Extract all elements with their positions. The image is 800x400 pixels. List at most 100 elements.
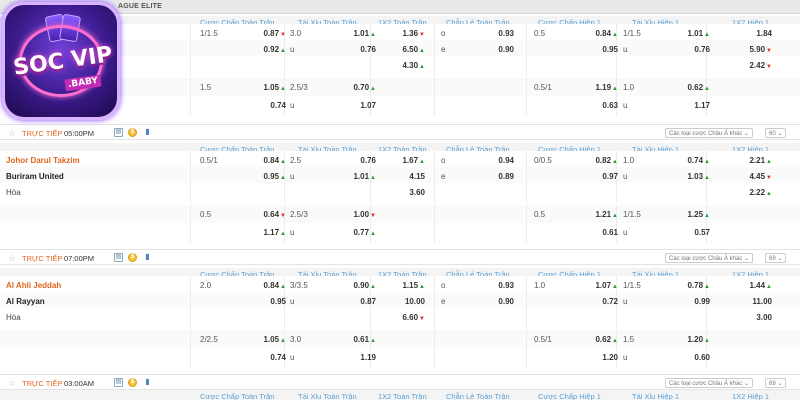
odds-value[interactable]: 0.87▼	[252, 29, 286, 38]
odds-value[interactable]: 0.57	[676, 228, 710, 237]
odds-value[interactable]: 6.50▲	[391, 45, 425, 54]
odds-value[interactable]: 1.07	[342, 101, 376, 110]
bar-chart-icon[interactable]: ▮	[145, 377, 150, 386]
odds-value[interactable]: 0.99	[676, 297, 710, 306]
odds-value[interactable]: 1.07▲	[584, 281, 618, 290]
favorite-star-icon[interactable]: ☆	[8, 378, 17, 388]
market-count-select[interactable]: 60 ⌄	[765, 128, 787, 138]
odds-value[interactable]: 0.61▲	[342, 335, 376, 344]
odds-value[interactable]: 0.87	[342, 297, 376, 306]
odds-value[interactable]: 0.90	[480, 45, 514, 54]
home-team[interactable]: Al Ahli Jeddah	[6, 281, 62, 290]
odds-value[interactable]: 0.60	[676, 353, 710, 362]
odds-number: 4.15	[409, 172, 425, 181]
odds-value[interactable]: 0.93	[480, 29, 514, 38]
odds-value[interactable]: 10.00	[391, 297, 425, 306]
odds-value[interactable]: 0.94	[480, 156, 514, 165]
odds-value[interactable]: 0.62▲	[676, 83, 710, 92]
odds-value[interactable]: 0.76	[342, 45, 376, 54]
odds-value[interactable]: 0.90▲	[342, 281, 376, 290]
odds-value[interactable]: 3.60	[391, 188, 425, 197]
odds-value[interactable]: 1.01▲	[342, 172, 376, 181]
odds-value[interactable]: 1.20	[584, 353, 618, 362]
odds-value[interactable]: 1.44▲	[738, 281, 772, 290]
odds-value[interactable]: 1.20▲	[676, 335, 710, 344]
odds-value[interactable]: 4.30▲	[391, 61, 425, 70]
odds-value[interactable]: 1.25▲	[676, 210, 710, 219]
odds-value[interactable]: 0.93	[480, 281, 514, 290]
odds-value[interactable]: 1.36▼	[391, 29, 425, 38]
odds-value[interactable]: 1.19▲	[584, 83, 618, 92]
odds-value[interactable]: 1.21▲	[584, 210, 618, 219]
odds-value[interactable]: 0.97	[584, 172, 618, 181]
odds-value[interactable]: 1.05▲	[252, 335, 286, 344]
favorite-star-icon[interactable]: ☆	[8, 253, 17, 263]
odds-value[interactable]: 0.95	[584, 45, 618, 54]
home-team[interactable]: Johor Darul Takzim	[6, 156, 80, 165]
odds-value[interactable]: 0.76	[342, 156, 376, 165]
arrow-up-icon: ▲	[280, 175, 286, 181]
bet-type-select[interactable]: Các loại cược Châu Á khác ⌄	[665, 253, 754, 263]
arrow-down-icon: ▼	[766, 175, 772, 181]
odds-value[interactable]: 1.01▲	[342, 29, 376, 38]
odds-value[interactable]: 0.70▲	[342, 83, 376, 92]
odds-value[interactable]: 3.00	[738, 313, 772, 322]
favorite-star-icon[interactable]: ☆	[8, 128, 17, 138]
odds-value[interactable]: 0.74	[252, 353, 286, 362]
odds-value[interactable]: 4.45▼	[738, 172, 772, 181]
odds-value[interactable]: 0.64▼	[252, 210, 286, 219]
odds-value[interactable]: 0.74	[252, 101, 286, 110]
bar-chart-icon[interactable]: ▮	[145, 252, 150, 261]
odds-value[interactable]: 0.89	[480, 172, 514, 181]
stats-box-icon[interactable]: ▤	[114, 378, 123, 387]
odds-value[interactable]: 1.67▲	[391, 156, 425, 165]
coin-icon[interactable]: $	[128, 378, 137, 387]
handicap-label: 3.0	[290, 335, 301, 344]
bet-type-select[interactable]: Các loại cược Châu Á khác ⌄	[665, 128, 754, 138]
odds-value[interactable]: 0.95	[252, 297, 286, 306]
market-count-select[interactable]: 69 ⌄	[765, 253, 787, 263]
odds-value[interactable]: 0.84▲	[584, 29, 618, 38]
odds-value[interactable]: 6.60▼	[391, 313, 425, 322]
odds-value[interactable]: 0.95▲	[252, 172, 286, 181]
market-count-select[interactable]: 69 ⌄	[765, 378, 787, 388]
odds-value[interactable]: 0.63	[584, 101, 618, 110]
odds-value[interactable]: 0.84▲	[252, 281, 286, 290]
odds-value[interactable]: 0.61	[584, 228, 618, 237]
stats-box-icon[interactable]: ▤	[114, 253, 123, 262]
bet-type-select[interactable]: Các loại cược Châu Á khác ⌄	[665, 378, 754, 388]
odds-value[interactable]: 1.84	[738, 29, 772, 38]
odds-value[interactable]: 0.76	[676, 45, 710, 54]
odds-value[interactable]: 2.21▲	[738, 156, 772, 165]
stats-box-icon[interactable]: ▤	[114, 128, 123, 137]
coin-icon[interactable]: $	[128, 253, 137, 262]
odds-value[interactable]: 1.15▲	[391, 281, 425, 290]
odds-value[interactable]: 1.17	[676, 101, 710, 110]
odds-value[interactable]: 1.19	[342, 353, 376, 362]
away-team[interactable]: Al Rayyan	[6, 297, 45, 306]
odds-value[interactable]: 0.74▲	[676, 156, 710, 165]
odds-value[interactable]: 0.77▲	[342, 228, 376, 237]
odds-value[interactable]: 1.05▲	[252, 83, 286, 92]
odds-value[interactable]: 1.00▼	[342, 210, 376, 219]
odds-value[interactable]: 2.42▼	[738, 61, 772, 70]
odds-value[interactable]: 1.03▲	[676, 172, 710, 181]
chevron-down-icon: ⌄	[742, 381, 750, 387]
odds-value[interactable]: 0.72	[584, 297, 618, 306]
odds-value[interactable]: 0.78▲	[676, 281, 710, 290]
odds-value[interactable]: 1.17▲	[252, 228, 286, 237]
odds-value[interactable]: 0.62▲	[584, 335, 618, 344]
column-divider	[526, 24, 527, 44]
odds-value[interactable]: 0.84▲	[252, 156, 286, 165]
bar-chart-icon[interactable]: ▮	[145, 127, 150, 136]
odds-value[interactable]: 0.90	[480, 297, 514, 306]
odds-value[interactable]: 11.00	[738, 297, 772, 306]
odds-value[interactable]: 5.90▼	[738, 45, 772, 54]
odds-value[interactable]: 0.92▲	[252, 45, 286, 54]
odds-value[interactable]: 2.22▲	[738, 188, 772, 197]
odds-value[interactable]: 4.15	[391, 172, 425, 181]
odds-value[interactable]: 0.82▲	[584, 156, 618, 165]
away-team[interactable]: Buriram United	[6, 172, 64, 181]
coin-icon[interactable]: $	[128, 128, 137, 137]
odds-value[interactable]: 1.01▲	[676, 29, 710, 38]
